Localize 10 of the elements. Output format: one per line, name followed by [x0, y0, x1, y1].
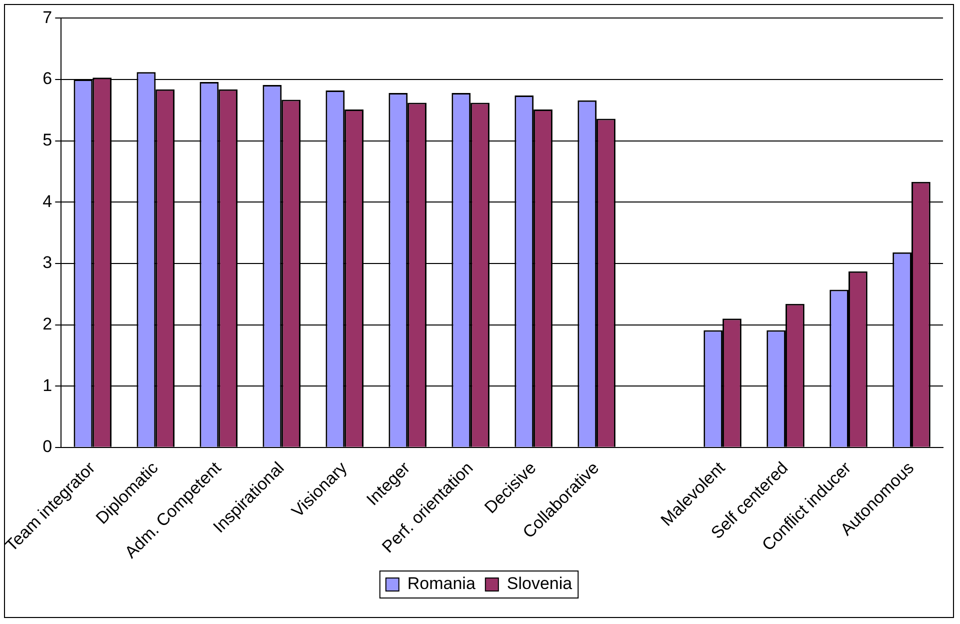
y-tick-label: 1 [42, 376, 52, 395]
legend-label: Slovenia [506, 574, 573, 594]
legend-label: Romania [407, 574, 476, 594]
y-tick-label: 2 [42, 314, 52, 334]
y-tick-label: 3 [42, 253, 52, 272]
y-tick-label: 7 [42, 8, 52, 27]
y-tick-label: 6 [42, 69, 52, 88]
y-tick-label: 0 [42, 437, 52, 456]
y-tick-label: 5 [42, 130, 52, 150]
y-tick-label: 4 [42, 192, 52, 211]
